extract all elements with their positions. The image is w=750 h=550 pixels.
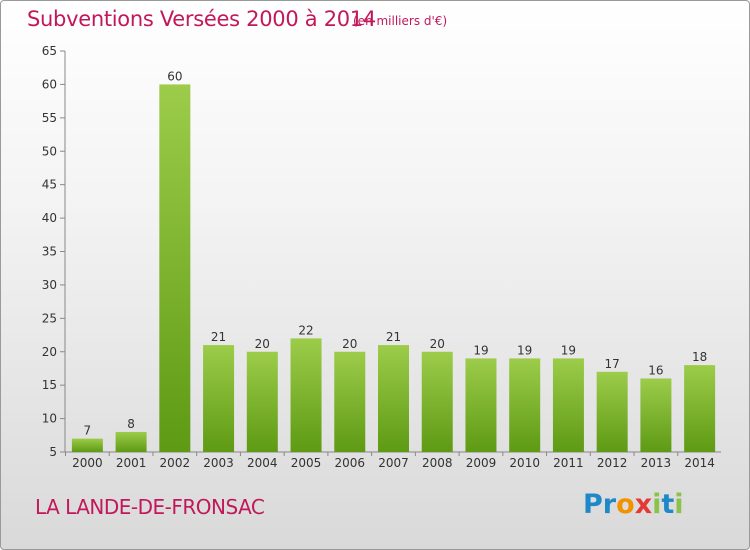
x-tick-label: 2005 xyxy=(291,456,322,470)
x-tick-label: 2003 xyxy=(203,456,234,470)
x-tick-label: 2007 xyxy=(378,456,409,470)
bar-2009 xyxy=(465,358,497,452)
data-label-2006: 20 xyxy=(342,337,357,351)
x-tick-label: 2000 xyxy=(72,456,103,470)
data-label-2011: 19 xyxy=(561,343,576,357)
axes: 5 10 15 20 25 30 35 40 45 50 55 60 65 2000 2001 2002 200… xyxy=(42,44,721,470)
logo-letter: x xyxy=(634,489,653,520)
bar-2007 xyxy=(378,345,409,452)
chart-subtitle: (en milliers d'€) xyxy=(353,14,448,28)
y-tick-label: 15 xyxy=(42,378,57,392)
data-label-2010: 19 xyxy=(517,343,532,357)
y-tick-label: 20 xyxy=(42,345,57,359)
x-tick-label: 2013 xyxy=(641,456,672,470)
proxiti-logo: Proxiti xyxy=(583,489,684,520)
logo-letter: t xyxy=(661,489,675,520)
y-tick-label: 40 xyxy=(42,211,57,225)
x-tick-label: 2012 xyxy=(597,456,628,470)
y-tick-label: 25 xyxy=(42,311,57,325)
data-label-2009: 19 xyxy=(473,343,488,357)
x-tick-label: 2010 xyxy=(509,456,540,470)
y-tick-label: 30 xyxy=(42,278,57,292)
logo-letter: i xyxy=(674,489,684,520)
y-tick-label: 10 xyxy=(42,412,57,426)
bar-2003 xyxy=(203,345,235,452)
bar-2004 xyxy=(246,351,278,452)
y-tick-label: 60 xyxy=(42,77,57,91)
x-tick-label: 2002 xyxy=(160,456,191,470)
y-tick-label: 55 xyxy=(42,111,57,125)
y-tick-label: 45 xyxy=(42,178,57,192)
bar-2012 xyxy=(596,371,628,452)
bar-2006 xyxy=(334,351,366,452)
data-label-2013: 16 xyxy=(648,363,663,377)
y-tick-label: 5 xyxy=(49,445,57,459)
logo-letter: i xyxy=(652,489,662,520)
commune-name: LA LANDE-DE-FRONSAC xyxy=(35,495,265,519)
bar-2000 xyxy=(71,438,103,452)
x-tick-label: 2004 xyxy=(247,456,278,470)
logo-letter: r xyxy=(602,489,617,520)
data-label-2007: 21 xyxy=(386,330,401,344)
data-label-2012: 17 xyxy=(605,357,620,371)
x-tick-label: 2001 xyxy=(116,456,147,470)
y-tick-label: 65 xyxy=(42,44,57,58)
y-tick-label: 35 xyxy=(42,245,57,259)
data-label-2008: 20 xyxy=(430,337,445,351)
data-label-2005: 22 xyxy=(298,323,313,337)
data-label-2003: 21 xyxy=(211,330,226,344)
bar-2010 xyxy=(509,358,541,452)
bar-2013 xyxy=(640,378,672,452)
bar-2001 xyxy=(115,431,147,452)
logo-letter: P xyxy=(583,489,603,520)
bars xyxy=(71,84,716,453)
data-label-2001: 8 xyxy=(127,417,135,431)
bar-2002 xyxy=(159,84,191,453)
data-label-2014: 18 xyxy=(692,350,707,364)
chart-title: Subventions Versées 2000 à 2014 xyxy=(27,7,376,31)
x-tick-label: 2011 xyxy=(553,456,584,470)
data-label-2004: 20 xyxy=(255,337,270,351)
data-label-2002: 60 xyxy=(167,69,182,83)
logo-letter: o xyxy=(616,489,635,520)
data-label-2000: 7 xyxy=(84,424,92,438)
bar-2011 xyxy=(552,358,584,452)
y-tick-label: 50 xyxy=(42,144,57,158)
bar-2014 xyxy=(684,365,716,452)
x-tick-label: 2006 xyxy=(334,456,365,470)
bar-2005 xyxy=(290,338,322,452)
x-tick-label: 2008 xyxy=(422,456,453,470)
data-labels: 7 8 60 21 20 22 20 21 20 19 19 19 17 16 18 xyxy=(84,69,708,437)
x-tick-label: 2009 xyxy=(466,456,497,470)
x-tick-label: 2014 xyxy=(684,456,715,470)
bar-2008 xyxy=(421,351,453,452)
